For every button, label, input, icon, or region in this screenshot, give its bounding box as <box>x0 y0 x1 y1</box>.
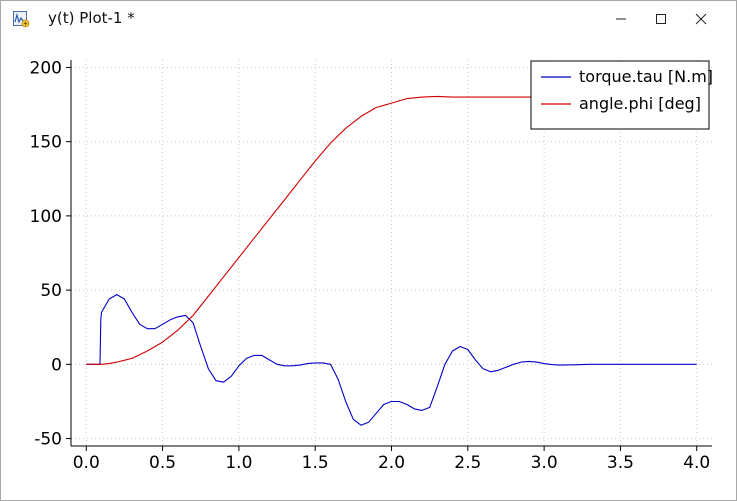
y-tick-label: 200 <box>30 58 62 78</box>
legend-box <box>530 60 710 130</box>
line-chart[interactable]: 0.0 0.5 1.0 1.5 2.0 2.5 3.0 3.5 4.0 200 150 100 50 0 -… <box>11 46 727 490</box>
plot-area[interactable]: 0.0 0.5 1.0 1.5 2.0 2.5 3.0 3.5 4.0 200 150 100 50 0 -… <box>11 46 727 490</box>
series-line-1 <box>86 95 697 365</box>
series-line-0 <box>86 294 697 426</box>
plot-window-icon <box>13 11 30 28</box>
window-title: y(t) Plot-1 * <box>48 9 135 27</box>
x-tick-label: 0.5 <box>149 453 176 473</box>
x-tick-label: 2.5 <box>454 453 481 473</box>
x-tick-label: 0.0 <box>73 453 100 473</box>
x-tick-label: 3.5 <box>607 453 634 473</box>
minimize-button[interactable] <box>598 1 644 36</box>
close-button[interactable] <box>678 1 724 36</box>
y-tick-label: 100 <box>30 207 62 227</box>
maximize-icon <box>656 13 666 24</box>
title-bar[interactable]: y(t) Plot-1 * <box>1 1 736 36</box>
x-tick-label: 1.5 <box>302 453 329 473</box>
x-tick-label: 2.0 <box>378 453 405 473</box>
y-tick-label: 50 <box>40 281 62 301</box>
x-tick-label: 1.0 <box>225 453 252 473</box>
legend-label-1: angle.phi [deg] <box>579 94 701 113</box>
y-tick-label: -50 <box>34 430 62 450</box>
minimize-icon <box>616 18 626 19</box>
x-tick-label: 4.0 <box>683 453 710 473</box>
close-icon <box>695 13 707 24</box>
maximize-button[interactable] <box>638 1 684 36</box>
legend-label-0: torque.tau [N.m] <box>579 67 713 86</box>
y-tick-label: 0 <box>51 355 62 375</box>
y-tick-label: 150 <box>30 133 62 153</box>
x-tick-label: 3.0 <box>531 453 558 473</box>
